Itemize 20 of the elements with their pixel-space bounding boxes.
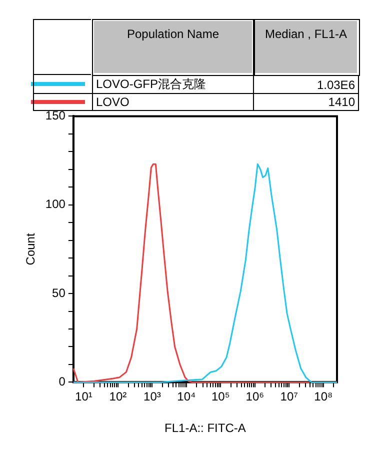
text: 1410 [254, 94, 358, 110]
text: 1.03E6 [254, 74, 358, 94]
x-tick-label: 10⁷ [280, 390, 298, 404]
x-tick-label: 10⁵ [212, 390, 230, 404]
x-tick-label: 10⁶ [246, 390, 264, 404]
y-axis-title: Count [24, 232, 38, 266]
y-tick-label: 150 [45, 108, 66, 123]
x-tick-label: 10¹ [75, 390, 92, 404]
x-tick-label: 10³ [144, 390, 161, 404]
y-tick-label: 50 [52, 286, 66, 300]
x-tick-label: 10² [109, 390, 127, 404]
legend-title: Population Name [92, 20, 254, 74]
text: Median , FL1-A [254, 20, 358, 74]
y-tick-label: 100 [45, 197, 66, 212]
x-tick-label: 10⁴ [177, 390, 196, 404]
y-tick-label: 0 [58, 374, 66, 389]
legend-label: LOVO [92, 94, 254, 110]
x-tick-label: 10⁸ [314, 390, 333, 404]
x-axis-title: FL1-A:: FITC-A [164, 421, 246, 436]
legend-label: LOVO-GFP混合克隆 [92, 74, 254, 94]
